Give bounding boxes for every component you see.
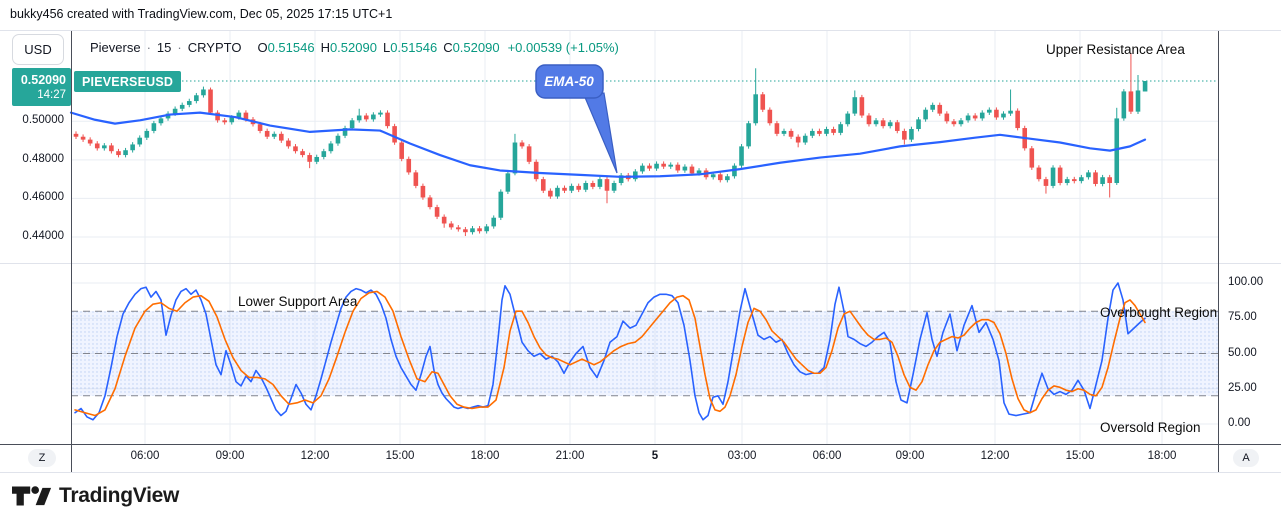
left-price-axis-line [71, 31, 72, 472]
stoch-scale-label: 25.00 [1228, 381, 1257, 394]
price-scale-label: 0.44000 [22, 230, 64, 242]
time-scale-label: 09:00 [215, 450, 245, 462]
time-scale-label: 09:00 [895, 450, 925, 462]
price-scale-label: 0.46000 [22, 191, 64, 204]
lower-support-annotation: Lower Support Area [238, 294, 358, 309]
time-scale-label: 15:00 [1065, 450, 1095, 462]
legend-high: H0.52090 [320, 40, 377, 55]
stoch-scale-label: 75.00 [1228, 311, 1257, 324]
legend-separator: · [177, 40, 182, 55]
tradingview-logo-link[interactable]: TradingView [12, 484, 179, 508]
stochastic-pane-chart[interactable] [0, 263, 1281, 444]
stoch-scale-label: 100.00 [1228, 276, 1264, 288]
legend-close: C0.52090 [443, 40, 500, 55]
time-scale-label: 03:00 [727, 450, 757, 462]
time-scale-label: 18:00 [1147, 450, 1177, 462]
currency-toggle-button[interactable]: USD [12, 34, 64, 65]
legend-low: L0.51546 [382, 40, 438, 55]
right-axis-line [1218, 31, 1219, 472]
stoch-scale-label: 0.00 [1228, 417, 1251, 429]
time-scale-label: 15:00 [385, 450, 415, 462]
tradingview-wordmark: TradingView [59, 484, 180, 507]
time-scale-label: 21:00 [555, 450, 585, 462]
time-axis-separator [0, 444, 1281, 445]
price-pane-chart[interactable]: EMA-50 [0, 31, 1281, 263]
time-scale-label: 12:00 [980, 450, 1010, 462]
oversold-annotation: Oversold Region [1100, 420, 1201, 435]
legend-change: +0.00539 (+1.05%) [507, 40, 619, 55]
auto-scale-button[interactable]: A [1233, 449, 1259, 467]
time-scale-label: 06:00 [812, 450, 842, 462]
legend-interval: 15 [156, 40, 172, 55]
attribution-title: bukky456 created with TradingView.com, D… [10, 7, 393, 21]
stoch-scale-label: 50.00 [1228, 346, 1257, 359]
pane-separator[interactable] [0, 263, 1281, 264]
chart-widget: EMA-50 USD Pieverse · 15 · CRYPTO O0.515… [0, 30, 1281, 473]
time-scale-label: 06:00 [130, 450, 160, 462]
symbol-price-marker: PIEVERSEUSD [74, 71, 182, 92]
legend-symbol: Pieverse [90, 40, 141, 55]
price-scale-label: 0.48000 [22, 152, 64, 165]
legend-separator: · [146, 40, 151, 55]
time-scale-label: 12:00 [300, 450, 330, 462]
bar-countdown: 14:27 [37, 88, 66, 101]
ema-callout-label: EMA-50 [544, 74, 594, 89]
time-scale-label: 5 [651, 450, 659, 462]
price-scale-label: 0.50000 [22, 114, 64, 127]
legend-open: O0.51546 [257, 40, 315, 55]
upper-resistance-annotation: Upper Resistance Area [1046, 42, 1185, 57]
last-price-label: 0.52090 14:27 [12, 68, 71, 106]
overbought-annotation: Overbought Region [1100, 305, 1218, 320]
time-scale-label: 18:00 [470, 450, 500, 462]
legend-exchange: CRYPTO [187, 40, 242, 55]
tradingview-icon [12, 486, 52, 506]
symbol-legend[interactable]: Pieverse · 15 · CRYPTO O0.51546 H0.52090… [90, 40, 619, 55]
last-price-value: 0.52090 [20, 72, 66, 87]
timezone-button[interactable]: Z [28, 449, 56, 467]
